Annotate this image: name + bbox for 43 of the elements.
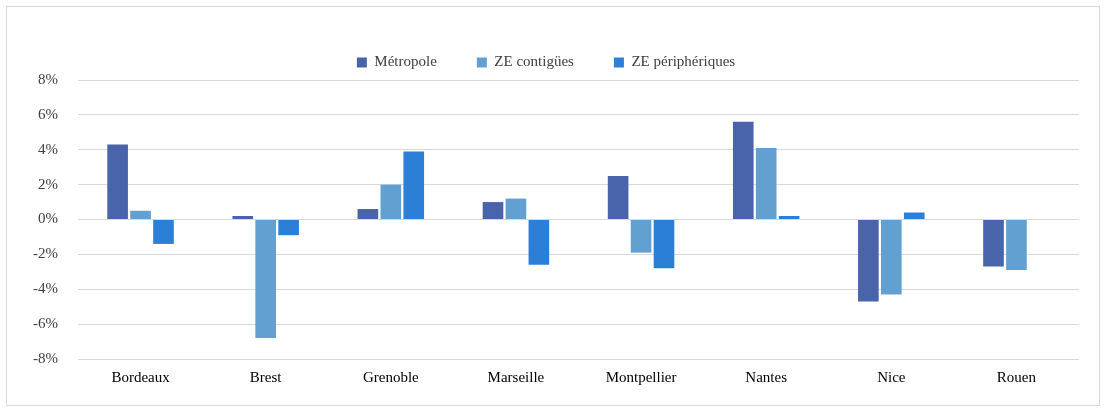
legend-label: ZE contigües [494, 53, 575, 70]
x-tick-label: Bordeaux [111, 368, 171, 385]
x-tick-label: Nice [877, 368, 906, 385]
x-tick-label: Brest [249, 368, 283, 385]
y-tick-label: -2% [32, 245, 58, 262]
y-tick-label: 6% [37, 105, 58, 122]
x-tick-label: Nantes [745, 368, 788, 385]
y-tick-label: 4% [37, 140, 58, 157]
bar [403, 151, 425, 219]
y-tick-label: -8% [32, 349, 58, 366]
legend-label: ZE périphériques [631, 53, 736, 70]
bar [653, 220, 675, 269]
x-tick-label: Grenoble [362, 368, 420, 385]
x-tick-label: Montpellier [605, 368, 677, 385]
bar [153, 220, 174, 244]
bar [607, 175, 629, 219]
bar [630, 220, 652, 253]
x-tick-label: Rouen [996, 368, 1037, 385]
bar [778, 216, 800, 219]
bar [1006, 220, 1027, 271]
bar [482, 202, 504, 219]
bar [232, 216, 254, 219]
bar [278, 220, 299, 236]
bar [505, 198, 527, 219]
bar [732, 121, 754, 219]
bar [983, 220, 1004, 267]
bar [107, 144, 128, 219]
bar [858, 220, 879, 302]
bar [903, 212, 925, 219]
bar [528, 220, 550, 265]
x-tick-label: Marseille [487, 368, 545, 385]
bar [755, 148, 777, 219]
bar [380, 184, 402, 219]
y-tick-label: 2% [37, 175, 58, 192]
bar [357, 209, 379, 219]
y-tick-label: -4% [32, 280, 58, 297]
y-tick-label: 0% [37, 210, 58, 227]
bar [130, 210, 151, 219]
legend-label: Métropole [374, 53, 438, 70]
bar [255, 220, 276, 339]
y-tick-label: -6% [32, 315, 58, 332]
y-tick-label: 8% [37, 70, 58, 87]
bar [880, 220, 902, 295]
